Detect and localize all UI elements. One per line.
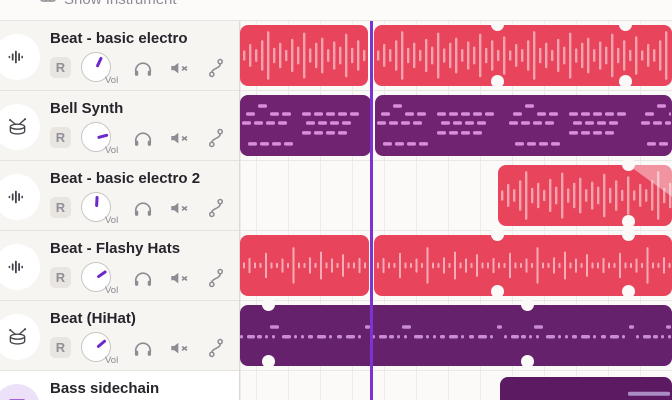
headphones-icon[interactable] (132, 337, 154, 359)
automation-icon[interactable] (205, 127, 227, 149)
automation-icon[interactable] (205, 197, 227, 219)
track-name: Beat - Flashy Hats (50, 240, 181, 257)
show-instrument-label: Show Instrument (64, 0, 177, 8)
track-name: Beat - basic electro 2 (50, 170, 201, 187)
region-junction (618, 75, 632, 88)
track-row[interactable]: Bass sidechainRVol (0, 371, 239, 400)
region-junction (621, 228, 635, 241)
midi-region[interactable] (500, 377, 672, 400)
vol-label: Vol (105, 215, 119, 226)
knob-dial[interactable] (81, 262, 111, 292)
track-row[interactable]: Beat - basic electro R Vol (0, 21, 239, 91)
track-name: Bell Synth (50, 100, 124, 117)
automation-icon[interactable] (205, 57, 227, 79)
knob-dial[interactable] (81, 52, 111, 82)
headphones-icon[interactable] (132, 127, 154, 149)
region-junction (520, 355, 534, 368)
knob-dial[interactable] (81, 192, 111, 222)
waveform-icon[interactable] (0, 244, 40, 290)
audio-region[interactable] (240, 25, 368, 86)
vol-label: Vol (105, 75, 119, 86)
mute-icon[interactable] (168, 267, 190, 289)
instrument-icon (40, 0, 56, 8)
volume-knob[interactable]: Vol (81, 192, 127, 226)
region-junction (618, 21, 632, 31)
knob-needle (96, 133, 108, 140)
region-junction (621, 215, 635, 228)
waveform-icon[interactable] (0, 174, 40, 220)
drum-icon[interactable] (0, 104, 40, 150)
knob-dial[interactable] (81, 122, 111, 152)
audio-region[interactable] (498, 165, 672, 226)
track-list-panel: Beat - basic electro R Vol Bell Synth R Vol Be… (0, 21, 240, 400)
waveform-icon[interactable] (0, 34, 40, 80)
track-name: Beat - basic electro (50, 30, 188, 47)
track-row[interactable]: Beat (HiHat) R Vol (0, 301, 239, 371)
volume-knob[interactable]: Vol (81, 262, 127, 296)
track-row[interactable]: Bell Synth R Vol (0, 91, 239, 161)
record-arm-button[interactable]: R (50, 57, 71, 78)
mute-icon[interactable] (168, 127, 190, 149)
track-row[interactable]: Beat - basic electro 2 R Vol (0, 161, 239, 231)
vol-label: Vol (105, 145, 119, 156)
region-junction (490, 285, 504, 298)
playhead[interactable] (370, 21, 373, 400)
midi-region[interactable] (375, 95, 672, 156)
vol-label: Vol (105, 355, 119, 366)
track-lane[interactable] (240, 228, 672, 301)
headphones-icon[interactable] (132, 57, 154, 79)
knob-needle (95, 56, 103, 68)
track-lane[interactable] (240, 21, 672, 91)
show-instrument-button[interactable]: Show Instrument (40, 0, 177, 8)
timeline[interactable] (240, 21, 672, 400)
header-bar: Show Instrument (0, 0, 672, 21)
volume-knob[interactable]: Vol (81, 332, 127, 366)
track-row[interactable]: Beat - Flashy Hats R Vol (0, 231, 239, 301)
track-name: Bass sidechain (50, 380, 160, 397)
region-junction (490, 75, 504, 88)
headphones-icon[interactable] (132, 267, 154, 289)
midi-region[interactable] (240, 95, 371, 156)
record-arm-button[interactable]: R (50, 127, 71, 148)
record-arm-button[interactable]: R (50, 197, 71, 218)
region-junction (490, 21, 504, 31)
volume-knob[interactable]: Vol (81, 52, 127, 86)
midi-region[interactable] (240, 305, 672, 366)
region-junction (621, 158, 635, 171)
knob-dial[interactable] (81, 332, 111, 362)
mute-icon[interactable] (168, 197, 190, 219)
region-junction (261, 355, 275, 368)
vol-label: Vol (105, 285, 119, 296)
drum-icon[interactable] (0, 314, 40, 360)
record-arm-button[interactable]: R (50, 337, 71, 358)
headphones-icon[interactable] (132, 197, 154, 219)
region-junction (261, 298, 275, 311)
region-junction (520, 298, 534, 311)
audio-region[interactable] (374, 235, 672, 296)
record-arm-button[interactable]: R (50, 267, 71, 288)
track-lane[interactable] (240, 371, 672, 400)
track-lane[interactable] (240, 91, 672, 161)
track-lane[interactable] (240, 158, 672, 231)
automation-icon[interactable] (205, 267, 227, 289)
mute-icon[interactable] (168, 57, 190, 79)
automation-icon[interactable] (205, 337, 227, 359)
region-junction (621, 285, 635, 298)
audio-region[interactable] (240, 235, 369, 296)
knob-needle (95, 339, 107, 349)
volume-knob[interactable]: Vol (81, 122, 127, 156)
knob-needle (94, 195, 99, 208)
mute-icon[interactable] (168, 337, 190, 359)
track-name: Beat (HiHat) (50, 310, 136, 327)
knob-needle (95, 269, 107, 279)
piano-icon[interactable] (0, 384, 40, 400)
track-lane[interactable] (240, 298, 672, 371)
region-junction (490, 228, 504, 241)
